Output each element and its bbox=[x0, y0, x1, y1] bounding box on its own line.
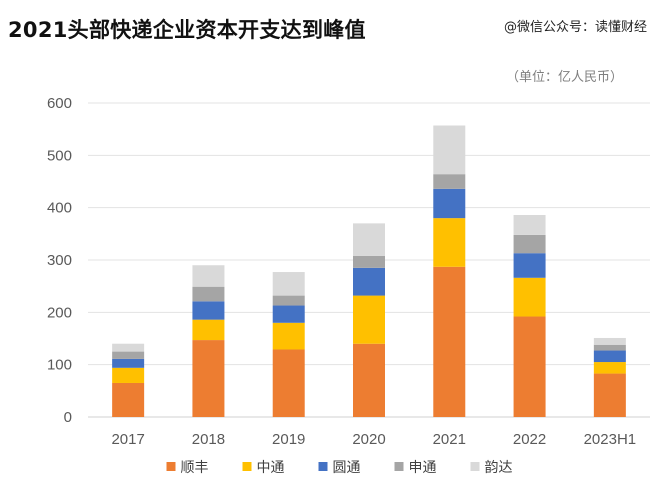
legend-label: 中通 bbox=[257, 460, 285, 476]
bar-segment bbox=[353, 267, 385, 296]
bar-segment bbox=[513, 277, 546, 317]
bar-segment bbox=[272, 295, 305, 306]
legend-label: 顺丰 bbox=[181, 460, 209, 476]
x-tick-label: 2017 bbox=[111, 431, 144, 448]
watermark-text: @微信公众号：读懂财经 bbox=[503, 20, 647, 35]
legend-swatch bbox=[166, 462, 176, 471]
y-tick-label: 500 bbox=[47, 147, 72, 164]
bar-segment bbox=[192, 301, 225, 320]
bar-segment bbox=[112, 382, 145, 417]
bar-segment bbox=[513, 253, 546, 278]
unit-label: （单位：亿人民币） bbox=[505, 70, 623, 85]
bar-segment bbox=[433, 188, 466, 219]
y-tick-label: 200 bbox=[47, 304, 72, 321]
legend-label: 韵达 bbox=[485, 460, 513, 476]
bar-segment bbox=[593, 337, 626, 345]
legend-swatch bbox=[470, 462, 480, 471]
legend: 顺丰 中通 圆通 申通 韵达 bbox=[166, 460, 513, 476]
bar-segment bbox=[192, 319, 225, 341]
bar-segment bbox=[433, 266, 466, 417]
bar-segment bbox=[433, 218, 466, 267]
bar-segment bbox=[513, 214, 546, 235]
x-tick-label: 2018 bbox=[192, 431, 225, 448]
y-tick-label: 400 bbox=[47, 200, 72, 217]
bar-segment bbox=[353, 295, 385, 344]
x-tick-label: 2021 bbox=[433, 431, 466, 448]
bar-segment bbox=[593, 373, 626, 417]
bar-segment bbox=[272, 272, 305, 296]
x-axis-ticks: 2017 2018 2019 2020 2021 2022 2023H1 bbox=[111, 431, 636, 448]
bar-segment bbox=[192, 265, 225, 287]
legend-swatch bbox=[318, 462, 328, 471]
bar-segment bbox=[513, 316, 546, 417]
x-tick-label: 2022 bbox=[513, 431, 546, 448]
bar-segment bbox=[272, 349, 305, 417]
x-tick-label: 2020 bbox=[352, 431, 385, 448]
y-tick-label: 600 bbox=[47, 95, 72, 112]
x-tick-label: 2023H1 bbox=[584, 431, 637, 448]
bar-segment bbox=[593, 350, 626, 363]
bar-segment bbox=[272, 322, 305, 350]
legend-swatch bbox=[394, 462, 404, 471]
bar-segment bbox=[272, 305, 305, 323]
bar-segment bbox=[192, 340, 225, 417]
bar-segment bbox=[513, 234, 546, 254]
bar-segment bbox=[353, 343, 385, 417]
y-tick-label: 0 bbox=[64, 409, 72, 426]
bar-segment bbox=[593, 362, 626, 374]
y-axis-ticks: 0 100 200 300 400 500 600 bbox=[47, 95, 72, 426]
bar-segment bbox=[353, 223, 385, 256]
bar-segment bbox=[593, 344, 626, 351]
bar-segment bbox=[433, 125, 466, 175]
chart-title: 2021头部快递企业资本开支达到峰值 bbox=[8, 18, 366, 42]
bar-segment bbox=[112, 343, 145, 352]
legend-label: 圆通 bbox=[333, 460, 361, 476]
y-tick-label: 300 bbox=[47, 252, 72, 269]
bar-segment bbox=[353, 255, 385, 268]
bar-segment bbox=[112, 351, 145, 359]
y-tick-label: 100 bbox=[47, 357, 72, 374]
legend-swatch bbox=[242, 462, 252, 471]
bar-segment bbox=[192, 286, 225, 302]
legend-label: 申通 bbox=[409, 460, 437, 476]
x-tick-label: 2019 bbox=[272, 431, 305, 448]
bar-segment bbox=[112, 358, 145, 368]
bars bbox=[112, 125, 626, 417]
bar-segment bbox=[112, 367, 145, 383]
bar-segment bbox=[433, 174, 466, 189]
